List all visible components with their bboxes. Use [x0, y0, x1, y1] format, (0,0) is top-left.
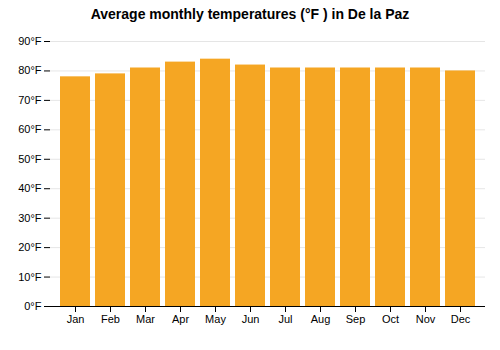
svg-text:Jun: Jun	[242, 313, 260, 325]
svg-text:70°F: 70°F	[18, 94, 42, 106]
svg-text:90°F: 90°F	[18, 35, 42, 47]
svg-text:May: May	[205, 313, 226, 325]
svg-text:10°F: 10°F	[18, 271, 42, 283]
svg-text:40°F: 40°F	[18, 182, 42, 194]
svg-text:Feb: Feb	[101, 313, 120, 325]
svg-text:0°F: 0°F	[24, 300, 42, 312]
svg-text:20°F: 20°F	[18, 241, 42, 253]
html-text:Average monthly temperatures (: Average monthly temperatures (°F ) in De…	[90, 6, 410, 22]
svg-text:30°F: 30°F	[18, 212, 42, 224]
svg-text:Dec: Dec	[451, 313, 471, 325]
svg-text:Nov: Nov	[416, 313, 436, 325]
svg-text:50°F: 50°F	[18, 153, 42, 165]
svg-text:Apr: Apr	[172, 313, 189, 325]
svg-text:Mar: Mar	[136, 313, 155, 325]
svg-text:Sep: Sep	[346, 313, 366, 325]
svg-text:80°F: 80°F	[18, 64, 42, 76]
svg-text:Aug: Aug	[311, 313, 331, 325]
svg-text:Oct: Oct	[382, 313, 399, 325]
svg-text:60°F: 60°F	[18, 123, 42, 135]
svg-text:Jan: Jan	[67, 313, 85, 325]
svg-text:Jul: Jul	[278, 313, 292, 325]
